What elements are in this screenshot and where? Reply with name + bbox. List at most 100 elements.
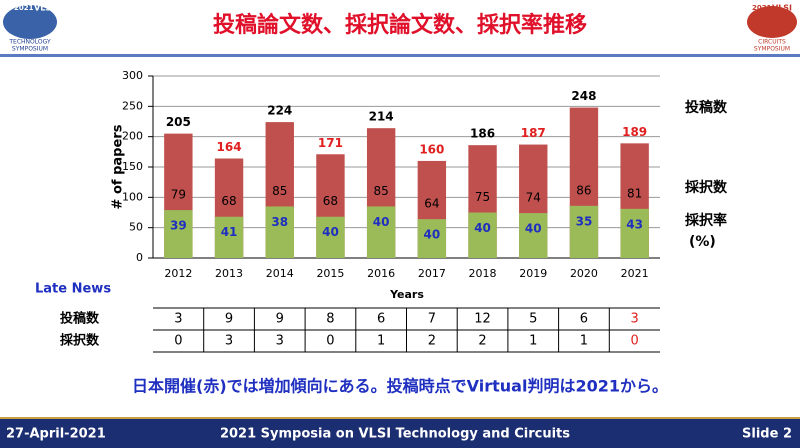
y-tick-label: 100	[122, 190, 143, 203]
rate-label: 40	[474, 221, 491, 235]
legend-label: 投稿数	[685, 99, 728, 116]
table-cell: 3	[174, 312, 182, 327]
rate-label: 38	[271, 215, 288, 229]
rate-label: 40	[322, 225, 339, 239]
table-cell: 6	[377, 312, 385, 327]
table-cell: 8	[326, 312, 334, 327]
logo-text: SYMPOSIUM	[754, 46, 790, 53]
table-cell: 9	[276, 312, 284, 327]
logo-text: VLSI	[34, 4, 54, 13]
logo-shape	[747, 6, 797, 38]
y-tick-label: 250	[122, 99, 143, 112]
table-cell: 3	[631, 312, 639, 327]
bar	[265, 206, 294, 258]
bar	[569, 205, 599, 258]
value-label: 186	[470, 127, 495, 141]
table-cell: 2	[428, 334, 436, 349]
table-cell: 1	[580, 334, 588, 349]
bar	[366, 206, 396, 258]
y-tick-label: 0	[136, 251, 143, 264]
note: 日本開催(赤)では増加傾向にある。投稿時点でVirtual判明は2021から。	[132, 377, 668, 396]
y-tick-label: 50	[129, 221, 143, 234]
rate-label: 40	[525, 222, 542, 236]
rate-label: 40	[423, 228, 440, 242]
bar	[620, 208, 649, 258]
table-cell: 0	[174, 334, 182, 349]
value-label: 64	[424, 197, 439, 211]
logo-left: 2021 VLSI TECHNOLOGY SYMPOSIUM	[3, 4, 57, 53]
x-axis-title: Years	[389, 288, 424, 301]
rate-label: 35	[576, 214, 593, 228]
y-tick-label: 200	[122, 130, 143, 143]
y-axis-title: # of papers	[111, 124, 126, 209]
logo-text: VLSI	[772, 4, 792, 13]
table-cell: 0	[326, 334, 334, 349]
value-label: 171	[318, 136, 343, 150]
table-cell: 9	[225, 312, 233, 327]
x-tick-label: 2019	[519, 267, 547, 280]
logo-text: 2021	[752, 4, 772, 12]
logo-text: CIRCUITS	[758, 39, 786, 46]
value-label: 68	[221, 194, 236, 208]
table-cell: 1	[377, 334, 385, 349]
x-tick-label: 2018	[469, 267, 497, 280]
slide-title: 投稿論文数、採択論文数、採択率推移	[213, 12, 587, 38]
value-label: 164	[217, 140, 242, 154]
value-label: 205	[166, 115, 191, 129]
table-cell: 12	[474, 312, 491, 327]
table-cell: 2	[478, 334, 486, 349]
value-label: 187	[521, 126, 546, 140]
logo-right: 2021 VLSI CIRCUITS SYMPOSIUM	[747, 4, 797, 53]
x-tick-label: 2016	[367, 267, 395, 280]
logo-text: SYMPOSIUM	[12, 46, 48, 53]
x-tick-label: 2014	[266, 267, 294, 280]
table-cell: 3	[225, 334, 233, 349]
legend-label: 採択数	[685, 179, 728, 196]
table-cell: 5	[529, 312, 537, 327]
rate-label: 43	[626, 217, 643, 231]
value-label: 160	[419, 142, 444, 156]
logo-text: TECHNOLOGY	[8, 39, 51, 46]
value-label: 214	[369, 110, 394, 124]
value-label: 189	[622, 125, 647, 139]
x-tick-label: 2012	[164, 267, 192, 280]
y-tick-label: 150	[122, 160, 143, 173]
row-label: 投稿数	[60, 311, 100, 327]
value-label: 74	[526, 191, 541, 205]
value-label: 68	[323, 194, 338, 208]
logo-shape	[3, 5, 57, 39]
table-cell: 3	[276, 334, 284, 349]
value-label: 81	[627, 186, 642, 200]
x-tick-label: 2020	[570, 267, 598, 280]
value-label: 75	[475, 190, 490, 204]
bar	[164, 210, 193, 258]
table-cell: 7	[428, 312, 436, 327]
legend-label: (%)	[689, 234, 716, 250]
footer-event: 2021 Symposia on VLSI Technology and Cir…	[220, 427, 570, 442]
legend-label: 採択率	[685, 212, 727, 229]
header-rule	[0, 54, 800, 57]
value-label: 85	[374, 184, 389, 198]
value-label: 224	[267, 104, 292, 118]
logo-text: 2021	[14, 4, 34, 12]
table-cell: 6	[580, 312, 588, 327]
y-tick-label: 300	[122, 69, 143, 82]
value-label: 248	[571, 89, 596, 103]
table-cell: 0	[631, 334, 639, 349]
footer-rule	[0, 417, 800, 419]
footer-bar	[0, 419, 800, 448]
rate-label: 40	[373, 215, 390, 229]
rate-label: 39	[170, 219, 187, 233]
x-tick-label: 2013	[215, 267, 243, 280]
bar	[214, 216, 244, 258]
bar	[468, 212, 497, 258]
x-tick-label: 2021	[621, 267, 649, 280]
row-label: 採択数	[60, 333, 100, 349]
x-tick-label: 2015	[316, 267, 344, 280]
bar	[417, 219, 447, 258]
rate-label: 41	[221, 225, 238, 239]
value-label: 79	[171, 188, 186, 202]
bar	[519, 213, 548, 258]
